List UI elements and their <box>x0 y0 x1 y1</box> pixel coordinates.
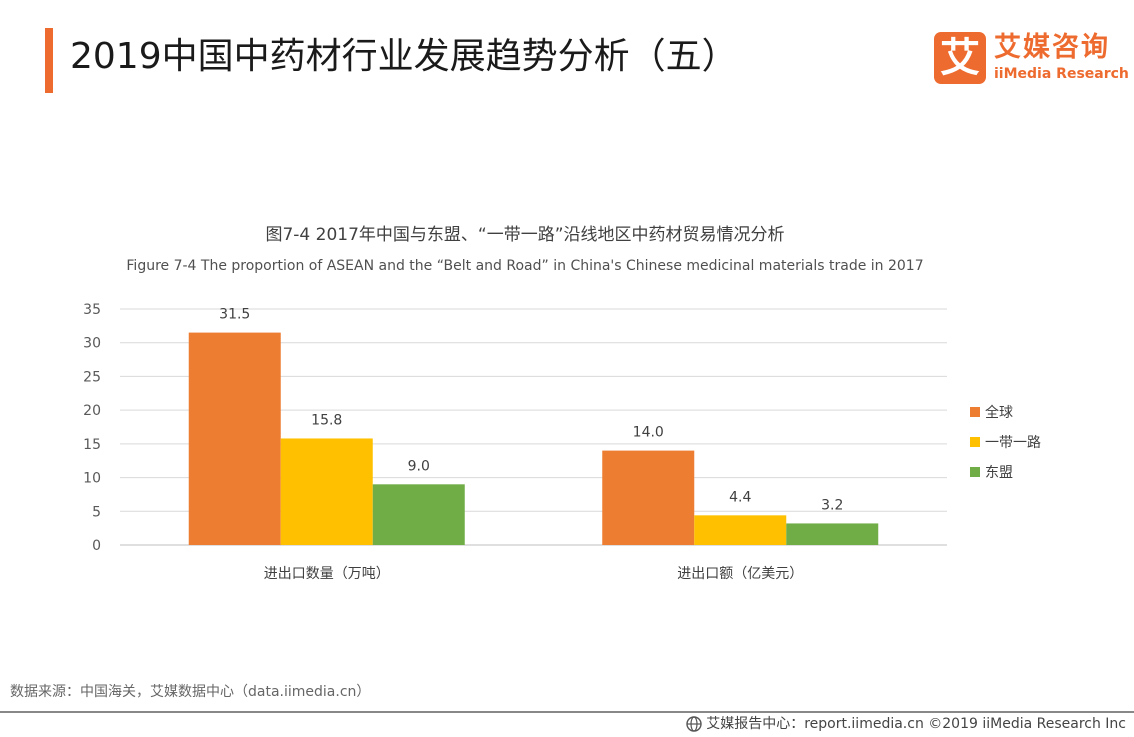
y-tick-label: 20 <box>83 403 101 419</box>
data-label: 14.0 <box>633 425 664 441</box>
x-category-label: 进出口额（亿美元） <box>677 566 803 582</box>
title-accent-bar <box>45 28 53 93</box>
data-label: 15.8 <box>311 412 342 428</box>
y-tick-label: 15 <box>83 437 101 453</box>
logo-mark: 艾 <box>934 32 986 84</box>
y-tick-label: 30 <box>83 336 101 352</box>
legend-swatch <box>970 467 980 477</box>
legend-swatch <box>970 437 980 447</box>
y-tick-label: 0 <box>92 538 101 554</box>
data-label: 3.2 <box>821 497 843 513</box>
y-tick-label: 35 <box>83 302 101 318</box>
bar <box>188 332 281 545</box>
legend-label: 东盟 <box>985 465 1013 481</box>
y-tick-label: 5 <box>92 504 101 520</box>
data-label: 4.4 <box>729 489 751 505</box>
bar <box>602 450 695 545</box>
data-label: 31.5 <box>219 307 250 323</box>
chart-title: 图7-4 2017年中国与东盟、“一带一路”沿线地区中药材贸易情况分析 <box>265 225 784 245</box>
bar <box>786 523 879 545</box>
bar <box>280 438 373 545</box>
legend-label: 全球 <box>985 404 1013 421</box>
page-title: 2019中国中药材行业发展趋势分析（五） <box>70 36 738 77</box>
bar <box>372 484 465 545</box>
y-tick-label: 25 <box>83 369 101 385</box>
legend-label: 一带一路 <box>985 435 1041 451</box>
iimedia-logo: 艾 艾媒咨询 iiMedia Research <box>934 31 1129 87</box>
footer-report-info: 艾媒报告中心：report.iimedia.cn ©2019 iiMedia R… <box>686 714 1126 734</box>
x-category-label: 进出口数量（万吨） <box>264 566 390 582</box>
footer-report-text: 艾媒报告中心：report.iimedia.cn ©2019 iiMedia R… <box>706 716 1126 732</box>
globe-icon <box>686 716 702 732</box>
logo-english-name: iiMedia Research <box>994 66 1129 82</box>
bar-chart: 图7-4 2017年中国与东盟、“一带一路”沿线地区中药材贸易情况分析 Figur… <box>83 225 1041 582</box>
data-label: 9.0 <box>408 458 430 474</box>
footer-divider <box>0 711 1134 713</box>
logo-chinese-name: 艾媒咨询 <box>994 32 1110 63</box>
data-source-note: 数据来源：中国海关，艾媒数据中心（data.iimedia.cn） <box>10 684 371 700</box>
chart-subtitle: Figure 7-4 The proportion of ASEAN and t… <box>126 258 923 274</box>
legend-swatch <box>970 407 980 417</box>
bar <box>694 515 787 545</box>
y-tick-label: 10 <box>83 471 101 487</box>
